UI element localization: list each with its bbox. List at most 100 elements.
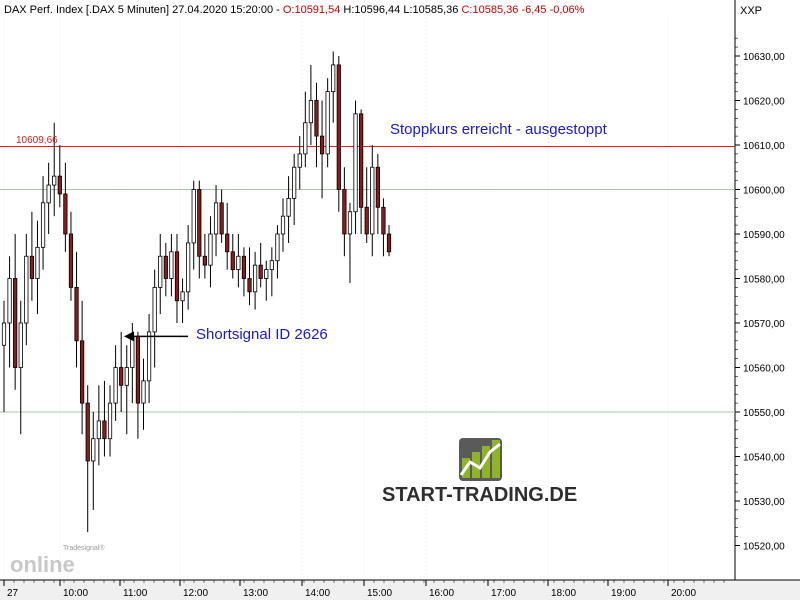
candle[interactable]: [325, 78, 330, 168]
time-tick-label: 11:00: [123, 588, 148, 599]
price-tick-label: 10610,00: [743, 141, 785, 152]
candle[interactable]: [146, 314, 152, 404]
candle-body-down: [336, 64, 341, 190]
candle-body-up: [347, 211, 353, 235]
candle-body-up: [1, 322, 7, 346]
price-axis-ticks: 10630,00 10620,00 10610,00 10600,00 10590,00…: [735, 37, 785, 553]
candle[interactable]: [359, 109, 364, 234]
candle[interactable]: [292, 153, 297, 226]
candle-body-up: [297, 153, 302, 168]
candle[interactable]: [186, 225, 191, 310]
candle[interactable]: [258, 242, 263, 288]
candle[interactable]: [297, 136, 302, 190]
candle[interactable]: [174, 234, 180, 323]
header-low: L:10585,36: [403, 4, 458, 16]
candle[interactable]: [141, 358, 146, 430]
candle[interactable]: [85, 385, 90, 533]
candle[interactable]: [191, 180, 196, 270]
candle[interactable]: [219, 189, 224, 243]
candle[interactable]: [119, 331, 124, 412]
candle[interactable]: [96, 385, 101, 466]
candle[interactable]: [370, 145, 375, 257]
candle[interactable]: [247, 247, 252, 306]
price-tick-label: 10620,00: [743, 97, 785, 108]
candle-body-down: [219, 202, 224, 235]
plot-area[interactable]: [0, 0, 735, 580]
candle[interactable]: [347, 202, 353, 283]
candle[interactable]: [314, 82, 319, 168]
candle-body-down: [74, 286, 79, 342]
candle[interactable]: [180, 278, 185, 324]
candle-body-down: [163, 255, 168, 279]
candle[interactable]: [124, 345, 129, 435]
candle[interactable]: [40, 176, 46, 270]
candle[interactable]: [286, 176, 291, 243]
candle[interactable]: [163, 242, 168, 297]
candle[interactable]: [319, 100, 325, 199]
candle[interactable]: [208, 216, 213, 288]
candle[interactable]: [35, 220, 40, 315]
candle[interactable]: [158, 234, 163, 315]
candle[interactable]: [68, 211, 74, 301]
candle-body-down: [80, 340, 85, 404]
candle[interactable]: [225, 202, 230, 270]
header-close: C:10585,36: [461, 4, 518, 16]
candle[interactable]: [236, 234, 241, 288]
candle[interactable]: [63, 162, 68, 252]
candle-body-down: [63, 193, 68, 235]
candle[interactable]: [152, 269, 157, 368]
candle[interactable]: [336, 56, 341, 212]
candle[interactable]: [107, 385, 113, 457]
candle-body-down: [230, 251, 235, 271]
candle[interactable]: [252, 251, 258, 310]
signal-arrow-icon: [124, 331, 188, 342]
candle[interactable]: [57, 145, 62, 208]
candle-body-down: [68, 233, 74, 288]
candle-body-up: [52, 175, 57, 186]
time-axis-panel[interactable]: [0, 580, 800, 600]
candle-body-up: [35, 246, 40, 279]
candle[interactable]: [303, 91, 308, 168]
candle-body-down: [13, 278, 18, 368]
candle[interactable]: [91, 412, 96, 510]
candle[interactable]: [269, 247, 274, 297]
price-tick-label: 10590,00: [743, 230, 785, 241]
candle[interactable]: [230, 234, 235, 279]
candle[interactable]: [1, 300, 7, 412]
candle[interactable]: [29, 211, 35, 301]
price-axis-panel[interactable]: [735, 0, 800, 580]
candle[interactable]: [24, 234, 29, 346]
candle[interactable]: [364, 167, 369, 243]
candle[interactable]: [7, 256, 12, 368]
candle[interactable]: [241, 247, 247, 297]
candle-body-down: [364, 206, 369, 235]
candle[interactable]: [213, 185, 219, 257]
candle[interactable]: [342, 167, 347, 257]
candle[interactable]: [169, 234, 174, 297]
candle[interactable]: [381, 198, 386, 257]
candle[interactable]: [202, 234, 207, 279]
candle[interactable]: [308, 64, 314, 145]
candle-body-up: [353, 113, 358, 213]
candle[interactable]: [331, 51, 336, 123]
candle-body-up: [40, 202, 46, 248]
candle[interactable]: [18, 300, 23, 435]
candle[interactable]: [264, 260, 269, 301]
candle[interactable]: [275, 225, 280, 279]
candle[interactable]: [74, 251, 79, 368]
candle[interactable]: [102, 380, 107, 457]
candle[interactable]: [13, 234, 18, 390]
candle[interactable]: [386, 225, 392, 257]
candle[interactable]: [80, 300, 85, 435]
candle[interactable]: [52, 122, 57, 217]
time-tick-label: 10:00: [63, 588, 88, 599]
candle[interactable]: [113, 345, 118, 421]
candle[interactable]: [280, 198, 286, 252]
candle[interactable]: [197, 180, 202, 279]
candle[interactable]: [46, 162, 51, 234]
signal-annotation: Shortsignal ID 2626: [196, 326, 328, 343]
candle[interactable]: [375, 153, 380, 234]
candle[interactable]: [353, 100, 358, 235]
candle-body-up: [370, 166, 375, 235]
